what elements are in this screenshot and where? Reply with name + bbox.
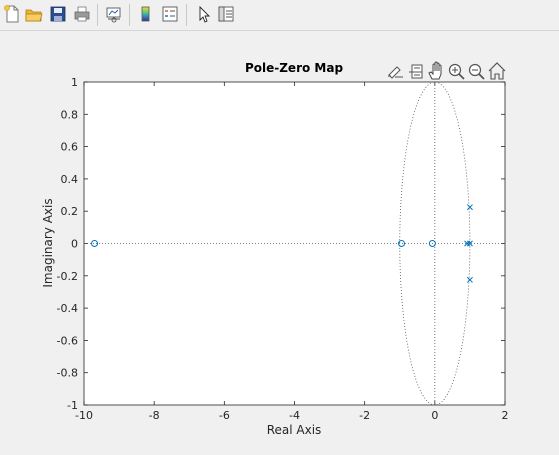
toolbar-separator	[97, 4, 98, 26]
x-tick-label: -6	[219, 409, 230, 422]
axis-ticks	[83, 81, 506, 406]
edit-plot-button[interactable]	[194, 4, 214, 24]
home-icon	[488, 62, 506, 80]
x-tick-label: 2	[502, 409, 509, 422]
y-tick-label: -1	[67, 399, 78, 412]
folder-icon	[25, 9, 43, 22]
x-tick-label: -8	[149, 409, 160, 422]
insert-legend-button[interactable]	[160, 4, 180, 24]
zoom-out-icon	[468, 63, 485, 80]
open-file-button[interactable]	[24, 4, 44, 24]
y-tick-label: 0.6	[61, 141, 79, 154]
x-tick-label: -10	[75, 409, 93, 422]
zoom-out-button[interactable]	[468, 63, 485, 80]
zoom-in-icon	[448, 63, 465, 80]
pole-marker	[466, 204, 473, 211]
zeros-series	[91, 240, 436, 247]
chart-title: Pole-Zero Map	[245, 61, 343, 75]
y-tick-label: -0.4	[57, 302, 78, 315]
restore-view-button[interactable]	[488, 62, 506, 80]
pan-button[interactable]	[428, 61, 442, 80]
x-tick-label: -4	[289, 409, 300, 422]
zero-marker	[91, 240, 99, 247]
data-tips-icon	[409, 64, 423, 79]
new-figure-button[interactable]	[2, 4, 22, 24]
colorbar-icon	[141, 6, 150, 22]
data-tips-button[interactable]	[409, 64, 423, 79]
print-button[interactable]	[72, 4, 92, 24]
zero-marker	[398, 240, 406, 247]
y-tick-label: 1	[71, 76, 78, 89]
pole-marker	[466, 276, 473, 283]
y-tick-labels: -1 -0.8 -0.6 -0.4 -0.2 0 0.2 0.4 0.6 0.8 1	[57, 76, 78, 412]
pan-icon	[428, 61, 442, 80]
save-button[interactable]	[48, 4, 68, 24]
link-plot-icon	[106, 7, 121, 23]
link-plot-button[interactable]	[104, 4, 124, 24]
pole-zero-plot[interactable]: -10 -8 -6 -4 -2 0 2 -1 -0.8 -0.6 -0.4 -0.2 0 0.2 0.4 0…	[0, 31, 559, 451]
y-tick-label: 0.4	[61, 173, 79, 186]
y-tick-label: -0.8	[57, 367, 78, 380]
x-tick-label: 0	[431, 409, 438, 422]
pole-marker	[466, 240, 473, 247]
x-tick-label: -2	[359, 409, 370, 422]
x-axis-label: Real Axis	[267, 423, 322, 437]
property-inspector-button[interactable]	[216, 4, 236, 24]
property-inspector-icon	[218, 6, 234, 22]
y-axis-label: Imaginary Axis	[41, 198, 55, 287]
y-tick-label: -0.2	[57, 270, 78, 283]
toolbar-separator	[186, 4, 187, 26]
brush-icon	[388, 66, 403, 79]
brush-button[interactable]	[388, 66, 403, 79]
floppy-disk-icon	[50, 6, 66, 22]
figure-area: -10 -8 -6 -4 -2 0 2 -1 -0.8 -0.6 -0.4 -0.2 0 0.2 0.4 0…	[0, 31, 559, 451]
y-tick-label: 0.2	[61, 205, 79, 218]
poles-series	[464, 204, 473, 283]
new-document-icon	[4, 5, 19, 23]
y-tick-label: 0	[71, 238, 78, 251]
figure-toolbar	[0, 0, 559, 31]
zoom-in-button[interactable]	[448, 63, 465, 80]
insert-colorbar-button[interactable]	[136, 4, 156, 24]
y-tick-label: 0.8	[61, 108, 79, 121]
zero-marker	[428, 240, 436, 247]
axes-toolbar	[388, 61, 506, 80]
toolbar-separator	[129, 4, 130, 26]
printer-icon	[74, 6, 90, 22]
legend-icon	[162, 6, 178, 22]
pointer-arrow-icon	[199, 5, 211, 23]
x-tick-labels: -10 -8 -6 -4 -2 0 2	[75, 409, 508, 422]
y-tick-label: -0.6	[57, 334, 78, 347]
